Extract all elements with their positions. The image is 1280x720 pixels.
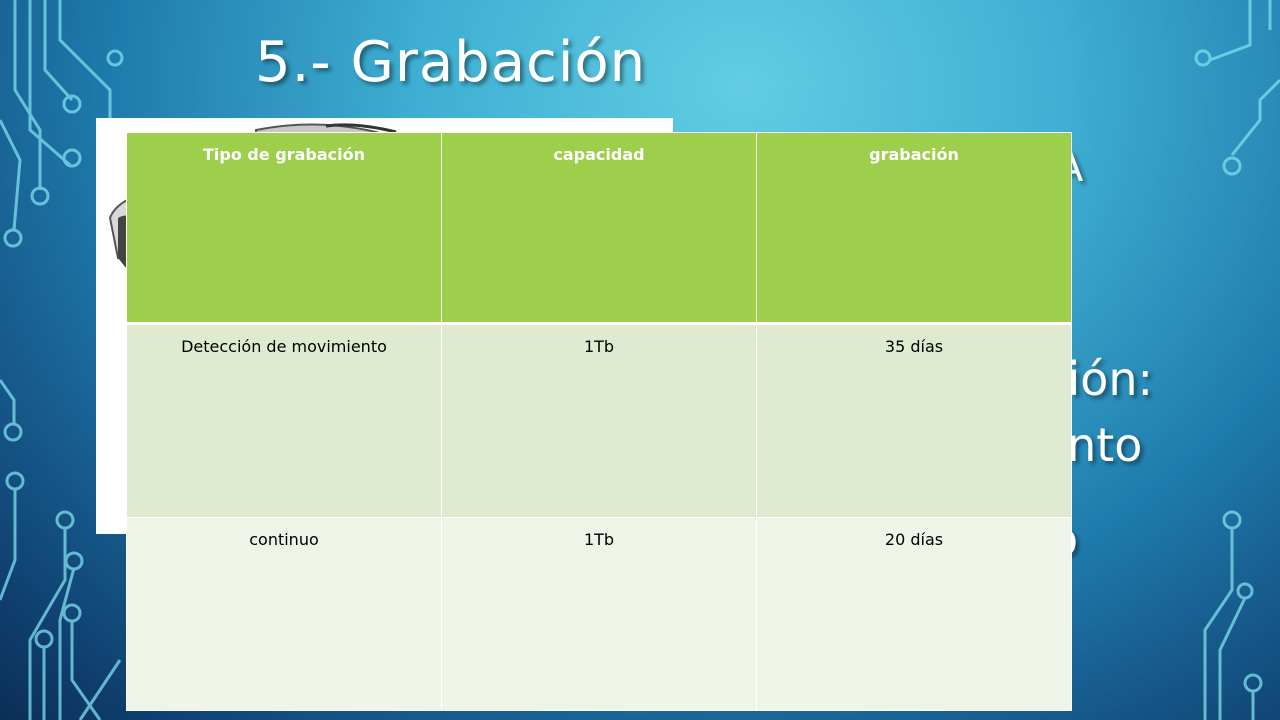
table-row: Detección de movimiento 1Tb 35 días [126,323,1072,518]
cell-capacity: 1Tb [441,323,757,518]
cell-capacity: 1Tb [441,517,757,711]
recording-table: Tipo de grabación capacidad grabación De… [126,132,1072,711]
cell-type: Detección de movimiento [126,323,442,518]
background-text-fragment: A [1072,145,1083,191]
background-text-fragment: ación: [1072,352,1154,406]
background-text-fragment: o [1072,512,1078,566]
background-text-clip: o [1072,512,1107,582]
table-header-row: Tipo de grabación capacidad grabación [126,132,1072,325]
background-text-clip: iento [1072,418,1207,488]
cell-type: continuo [126,517,442,711]
cell-recording: 20 días [756,517,1072,711]
table-row: continuo 1Tb 20 días [126,517,1072,711]
cell-recording: 35 días [756,323,1072,518]
slide-title: 5.- Grabación [255,30,647,95]
background-text-clip: A [1072,145,1122,215]
header-cell-capacity: capacidad [441,132,757,325]
header-cell-recording: grabación [756,132,1072,325]
background-text-fragment: iento [1072,418,1143,472]
background-text-clip: ación: [1072,352,1232,422]
header-cell-type: Tipo de grabación [126,132,442,325]
